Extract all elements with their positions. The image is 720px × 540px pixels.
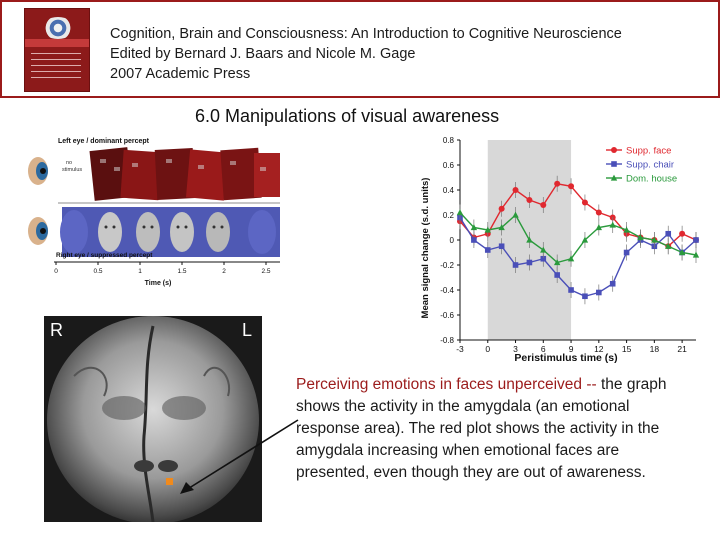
data-point: [567, 255, 575, 262]
x-tick-label: 6: [541, 344, 546, 354]
caption-text: Perceiving emotions in faces unperceived…: [296, 374, 696, 484]
y-tick-label: -0.8: [440, 336, 454, 345]
data-point: [512, 211, 519, 218]
y-axis-label: Mean signal change (s.d. units): [420, 178, 431, 319]
time-axis-label: Time (s): [145, 280, 172, 287]
y-tick-label: -0.6: [440, 311, 454, 320]
data-point: [568, 287, 574, 293]
book-citation: Cognition, Brain and Consciousness: An I…: [110, 24, 622, 84]
x-tick-label: 0: [485, 344, 490, 354]
x-tick-label: 3: [513, 344, 518, 354]
time-tick: 2: [222, 268, 226, 275]
legend-label: Supp. chair: [626, 160, 674, 171]
legend-label: Dom. house: [626, 174, 677, 185]
stimulus-figure: Left eye / dominant percept no stimulus: [28, 138, 280, 287]
data-point: [609, 280, 616, 287]
data-point: [623, 226, 630, 233]
book-header: Cognition, Brain and Consciousness: An I…: [0, 0, 720, 98]
data-point: [512, 187, 519, 193]
legend-marker: [611, 161, 617, 167]
x-tick-label: 18: [650, 344, 660, 354]
y-tick-label: 0.6: [443, 161, 455, 170]
x-tick-label: 21: [677, 344, 687, 354]
y-tick-label: -0.2: [440, 261, 454, 270]
pointer-arrow: [180, 419, 299, 494]
amygdala-highlight: [166, 478, 173, 485]
brain-mri-image: R L: [44, 316, 262, 522]
x-axis-label: Peristimulus time (s): [514, 352, 617, 364]
data-point: [623, 249, 630, 256]
stimulus-top-label: Left eye / dominant percept: [58, 138, 150, 145]
right-eye-icon: [28, 217, 48, 245]
time-tick: 0: [54, 268, 58, 275]
data-point: [471, 237, 477, 243]
data-point: [540, 202, 547, 208]
y-tick-label: 0.2: [443, 211, 455, 220]
data-point: [526, 236, 533, 243]
x-tick-label: 12: [594, 344, 604, 354]
data-point: [595, 224, 603, 231]
x-tick-label: 15: [622, 344, 632, 354]
house-image-strip: [89, 147, 280, 201]
data-point: [484, 247, 491, 253]
data-point: [526, 197, 533, 203]
slide-title: 6.0 Manipulations of visual awareness: [195, 106, 500, 126]
data-point: [554, 272, 560, 278]
data-point: [540, 255, 547, 262]
data-point: [693, 237, 699, 243]
data-point: [665, 242, 672, 249]
data-point: [581, 236, 589, 243]
data-point: [554, 180, 561, 187]
brain-label-left: L: [242, 320, 252, 340]
y-tick-label: 0.4: [443, 186, 455, 195]
stimulus-bottom-label: Right eye / suppressed percept: [56, 252, 153, 259]
data-point: [498, 243, 505, 250]
data-point: [553, 259, 561, 266]
y-tick-label: 0.8: [443, 136, 455, 145]
data-point: [609, 221, 616, 228]
data-point: [679, 230, 686, 237]
y-tick-label: 0: [450, 236, 455, 245]
data-point: [456, 209, 464, 216]
caption-body: the graph shows the activity in the amyg…: [296, 376, 667, 481]
time-tick: 0.5: [93, 268, 102, 275]
book-title: Cognition, Brain and Consciousness: An I…: [110, 26, 622, 42]
data-point: [540, 246, 547, 253]
left-eye-icon: [28, 157, 48, 185]
data-point: [665, 230, 672, 237]
stimulus-side-label-1: no: [66, 160, 72, 166]
data-point: [692, 251, 700, 258]
data-point: [526, 259, 533, 266]
data-point: [596, 289, 602, 296]
legend-marker: [611, 147, 617, 153]
data-point: [582, 293, 588, 300]
data-point: [470, 224, 478, 231]
x-tick-label: -3: [456, 344, 464, 354]
x-tick-label: 9: [569, 344, 574, 354]
book-publisher: 2007 Academic Press: [110, 66, 251, 82]
legend-label: Supp. face: [626, 146, 671, 157]
data-point: [595, 209, 602, 216]
data-point: [651, 236, 658, 243]
data-point: [512, 262, 519, 268]
legend-marker: [610, 174, 618, 181]
data-point: [678, 249, 686, 256]
data-point: [568, 183, 575, 190]
data-point: [637, 234, 644, 241]
data-point: [498, 224, 505, 231]
data-point: [581, 199, 588, 206]
face-image-strip: [60, 207, 280, 257]
data-point: [498, 205, 505, 212]
y-tick-label: -0.4: [440, 286, 454, 295]
book-editors: Edited by Bernard J. Baars and Nicole M.…: [110, 46, 416, 62]
book-cover-image: [24, 8, 90, 92]
time-tick: 1.5: [177, 268, 186, 275]
time-tick: 1: [138, 268, 142, 275]
stimulus-side-label-2: stimulus: [62, 167, 82, 173]
brain-label-right: R: [50, 320, 63, 340]
time-tick: 2.5: [261, 268, 270, 275]
data-point: [484, 226, 491, 233]
caption-highlight: Perceiving emotions in faces unperceived…: [296, 376, 597, 393]
amygdala-line-chart: 0.8 0.6 0.4 0.2 0 -0.2 -0.4 -0.6 -0.8-3 0 3 6 9 12 15 1…: [420, 136, 700, 364]
